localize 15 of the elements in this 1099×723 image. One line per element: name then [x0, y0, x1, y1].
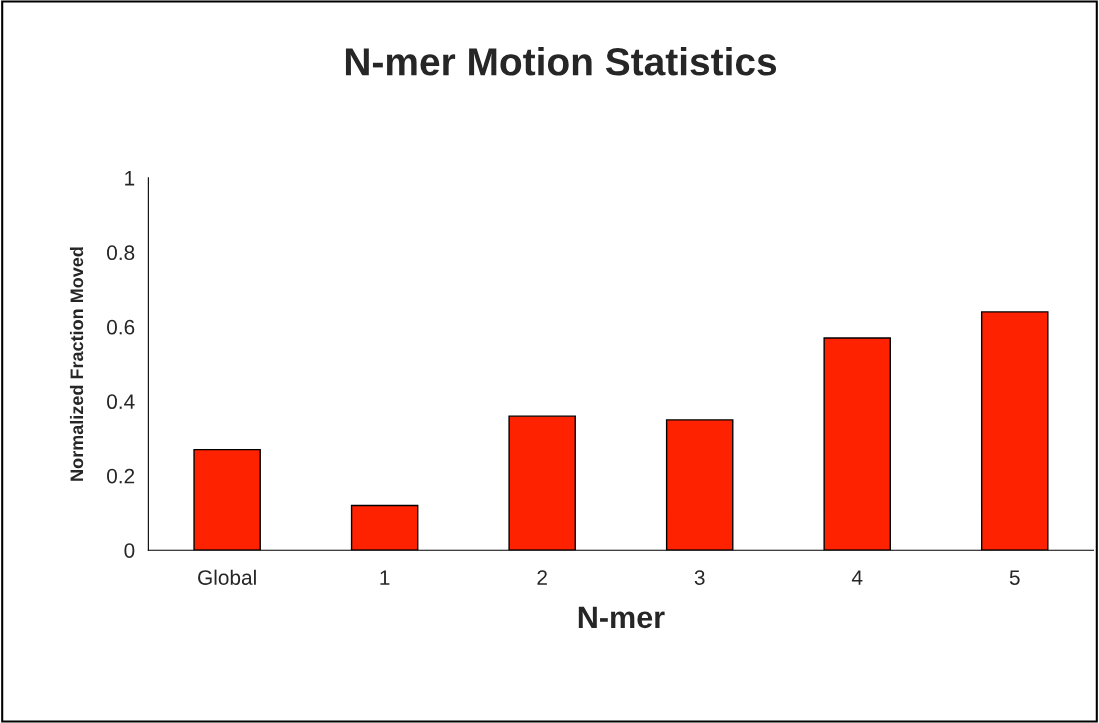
y-axis-title: Normalized Fraction Moved	[69, 247, 84, 481]
x-axis-title: N-mer	[578, 606, 665, 629]
x-tick-label: 4	[851, 570, 863, 585]
x-tick-label: 3	[694, 570, 705, 585]
y-tick-label: 0.4	[107, 394, 135, 410]
y-tick-label: 0.2	[107, 468, 135, 484]
y-tick-label: 0.6	[107, 319, 135, 335]
x-tick-label: 5	[1009, 570, 1020, 585]
x-tick-label: 1	[380, 570, 390, 585]
x-tick-label: 2	[537, 570, 547, 585]
y-tick-label: 0.8	[107, 245, 135, 261]
chart-title: N-mer Motion Statistics	[345, 47, 777, 76]
y-tick-label: 1	[125, 171, 135, 186]
y-tick-label: 0	[124, 543, 135, 558]
x-tick-label: Global	[198, 569, 256, 585]
